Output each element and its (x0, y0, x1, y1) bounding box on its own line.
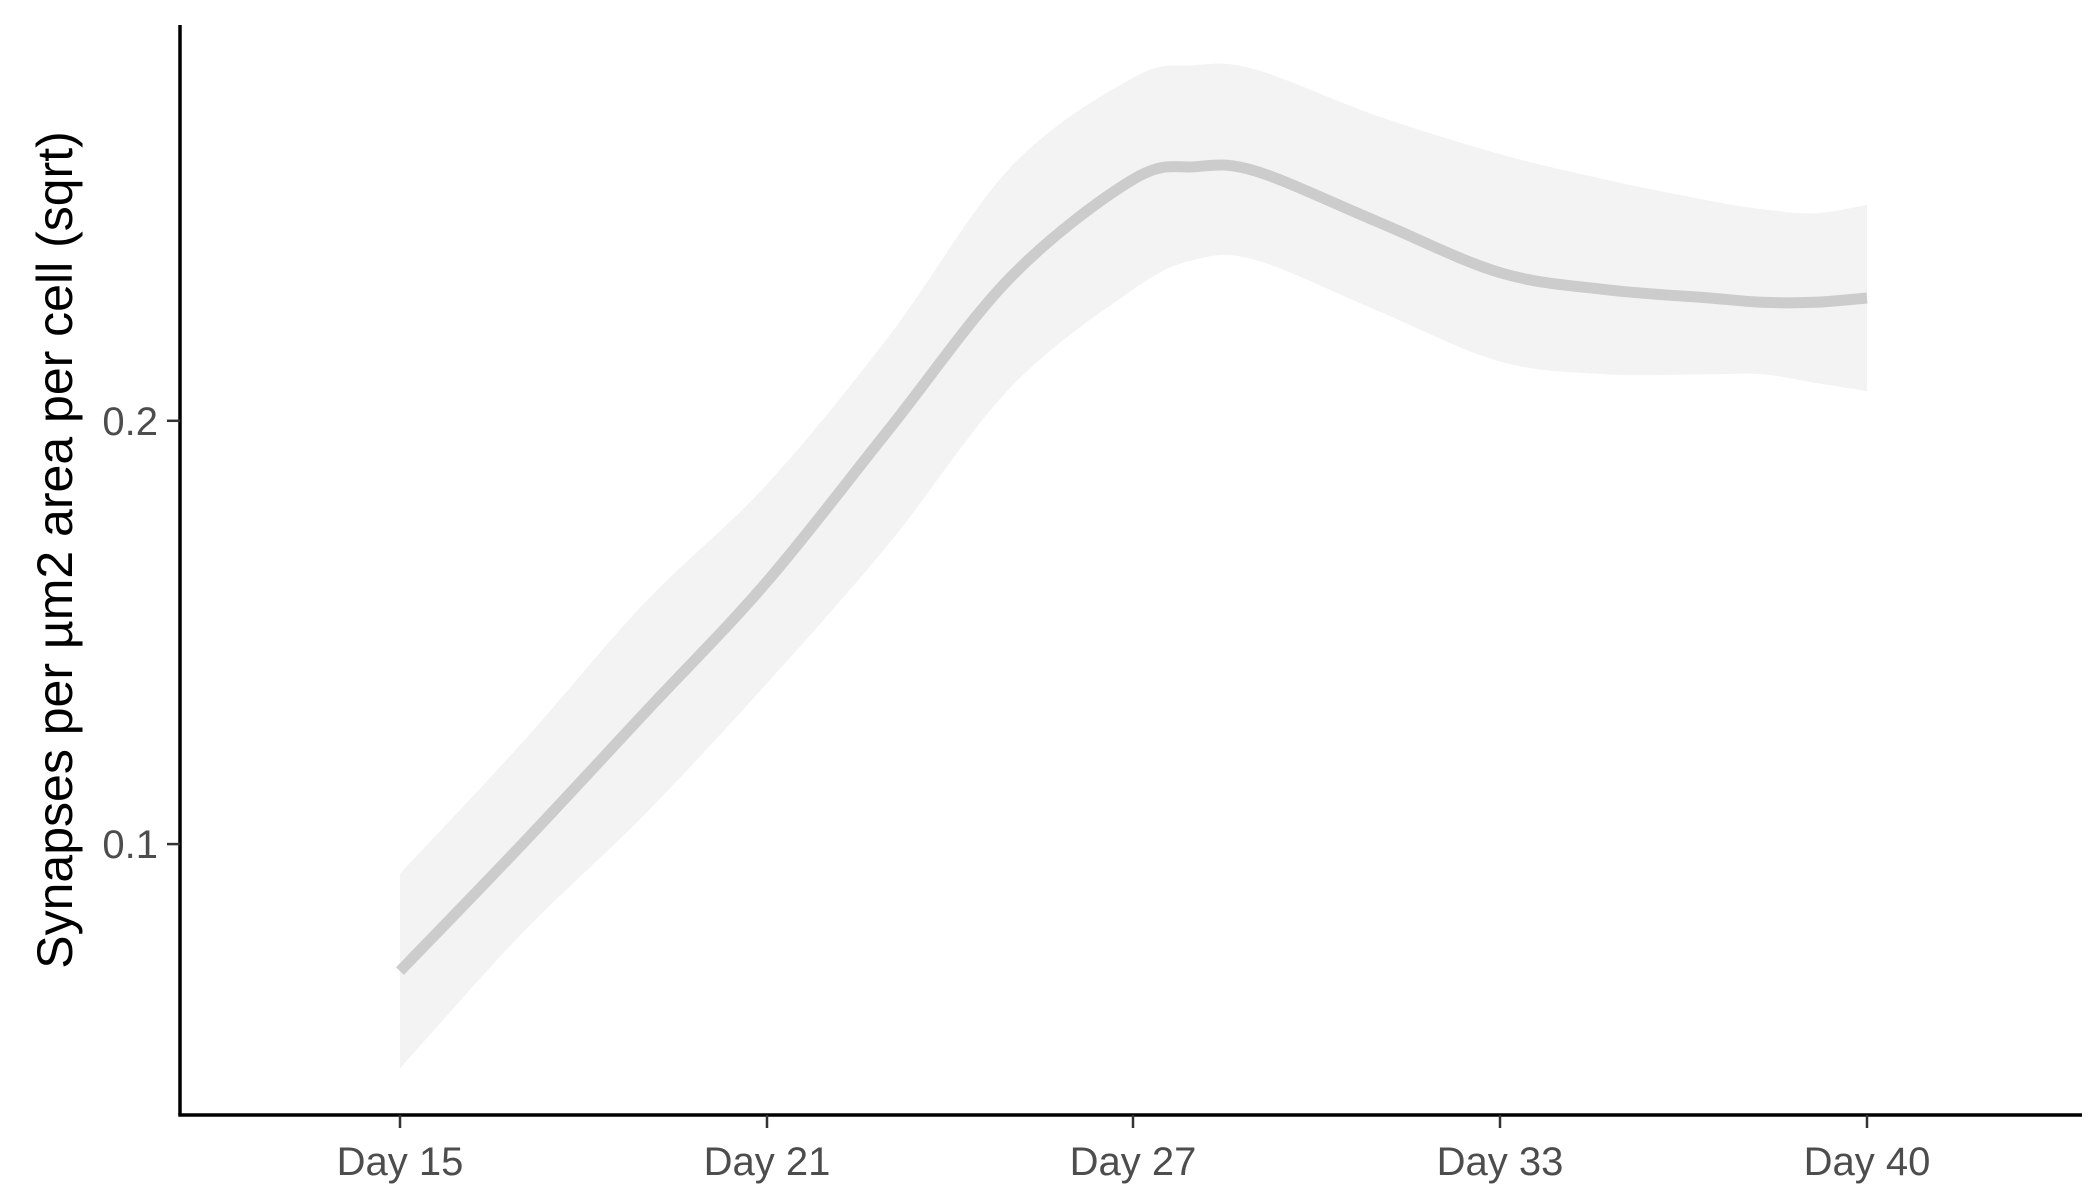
x-tick-label: Day 15 (337, 1140, 464, 1184)
x-tick-label: Day 40 (1804, 1140, 1931, 1184)
plot-area (396, 63, 1868, 1069)
x-tick-label: Day 27 (1070, 1140, 1197, 1184)
x-tick-label: Day 33 (1437, 1140, 1564, 1184)
x-tick-label: Day 21 (704, 1140, 831, 1184)
y-tick-label: 0.2 (102, 400, 158, 444)
trend-line (396, 159, 1868, 975)
x-axis-ticks: Day 15 Day 21 Day 27 Day 33 Day 40 (337, 1115, 1931, 1184)
y-tick-label: 0.1 (102, 823, 158, 867)
confidence-band (400, 63, 1867, 1069)
y-axis-title: Synapses per µm2 area per cell (sqrt) (27, 131, 83, 968)
y-axis-ticks: 0.1 0.2 (102, 400, 180, 867)
